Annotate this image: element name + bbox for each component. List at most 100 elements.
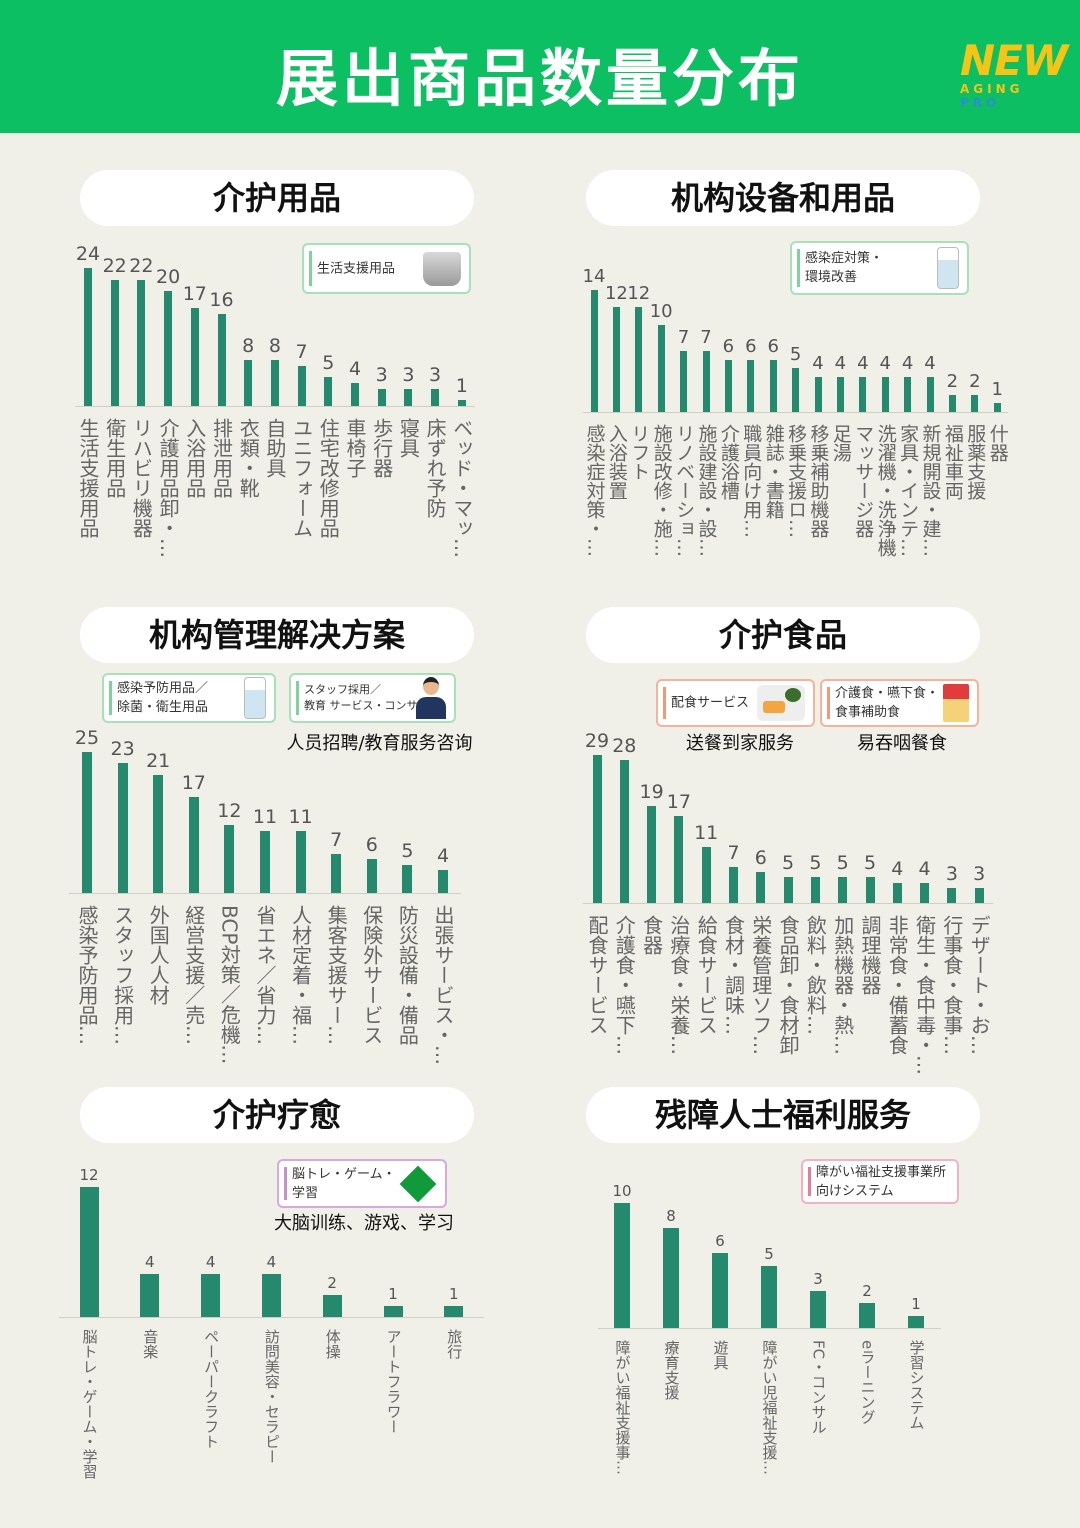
value-label: 2 — [327, 1274, 337, 1293]
category-label: 入浴用品 — [182, 418, 207, 498]
value-label: 17 — [666, 791, 691, 814]
value-label: 7 — [330, 828, 343, 851]
category-label: 介護浴槽 — [717, 424, 740, 500]
logo: NEW AGING PRO — [960, 36, 1070, 111]
value-label: 11 — [252, 805, 278, 828]
section-title-disability-services: 残障人士福利服务 — [586, 1087, 980, 1143]
category-label: 食材・調味… — [721, 915, 746, 1035]
category-label: デザート・お… — [967, 915, 992, 1055]
value-label: 6 — [754, 847, 767, 870]
bar — [137, 279, 146, 406]
category-label: 家具・インテ… — [897, 424, 920, 557]
category-label: 新規開設・建… — [919, 424, 942, 557]
bar — [859, 1303, 875, 1328]
chart-baseline — [583, 903, 993, 904]
card-caption: 送餐到家服务 — [686, 733, 794, 754]
bar — [270, 360, 279, 406]
card-accent — [109, 681, 112, 715]
bar — [190, 308, 199, 406]
category-label: 服薬支援 — [964, 424, 987, 500]
category-label: 経営支援／売… — [181, 905, 206, 1045]
value-label: 4 — [205, 1252, 216, 1271]
category-label: 施設建設・設… — [695, 424, 718, 557]
category-label: 学習システム — [907, 1340, 926, 1430]
bar — [724, 359, 732, 412]
section-title-care-products: 介护用品 — [80, 170, 474, 226]
bar — [814, 377, 822, 412]
category-label: 感染予防用品… — [75, 905, 99, 1045]
value-label: 12 — [217, 800, 242, 823]
spray-bottle-icon — [244, 677, 266, 719]
value-label: 1 — [911, 1294, 921, 1313]
bar — [747, 359, 755, 412]
bar — [647, 806, 657, 903]
value-label: 6 — [767, 335, 779, 357]
category-label: マッサージ器 — [852, 424, 875, 538]
bar — [761, 1265, 777, 1328]
card-text: 生活支援用品 — [317, 261, 396, 276]
category-card-meal-delivery: 配食サービス — [656, 679, 815, 727]
value-label: 12 — [627, 283, 651, 305]
header-banner: 展出商品数量分布 NEW AGING PRO — [0, 0, 1080, 133]
bar — [444, 1306, 464, 1317]
category-label: 音楽 — [141, 1329, 160, 1359]
card-caption: 易吞咽餐食 — [857, 733, 947, 754]
category-label: 給食サービス — [694, 915, 719, 1035]
logo-sub-a: AGING — [960, 82, 1024, 96]
value-label: 4 — [891, 857, 904, 880]
card-text: スタッフ採用／ 教育 サービス・コンサル — [304, 683, 429, 712]
meal-tray-icon — [757, 685, 805, 721]
value-label: 4 — [879, 353, 891, 375]
category-label: 調理機器 — [858, 915, 882, 995]
section-title-care-food: 介护食品 — [586, 607, 980, 663]
value-label: 5 — [863, 852, 877, 875]
category-label: リノベーショ… — [673, 424, 696, 557]
category-label: 足湯 — [829, 424, 852, 462]
category-label: 栄養管理ソフ… — [748, 915, 773, 1055]
value-label: 6 — [365, 834, 378, 857]
value-label: 3 — [945, 862, 958, 885]
bar — [993, 403, 1001, 412]
category-card-dysphagia-food: 介護食・嚥下食・ 食事補助食 — [820, 679, 979, 727]
category-label: 飲料・飲料… — [803, 915, 828, 1035]
value-label: 8 — [268, 335, 281, 357]
category-label: 防災設備・備品 — [395, 905, 420, 1045]
bar — [663, 1228, 679, 1328]
value-label: 7 — [677, 327, 690, 348]
bar — [297, 365, 306, 406]
bar — [79, 1187, 99, 1317]
bar — [947, 887, 957, 903]
category-label: 配食サービス — [585, 915, 609, 1035]
businessman-icon — [416, 677, 446, 719]
value-label: 4 — [812, 353, 824, 375]
section-title-management-solutions: 机构管理解决方案 — [80, 607, 474, 663]
bar — [457, 400, 466, 406]
value-label: 5 — [789, 344, 802, 366]
category-card-infection-prevention: 感染予防用品／ 除菌・衛生用品 — [102, 673, 276, 723]
category-label: 行事食・食事… — [939, 915, 964, 1055]
logo-main: NEW — [960, 36, 1068, 85]
category-label: リハビリ機器 — [129, 418, 154, 538]
category-label: 保険外サービス — [359, 905, 384, 1045]
value-label: 8 — [242, 335, 255, 357]
value-label: 4 — [834, 353, 847, 375]
bar — [657, 324, 665, 412]
category-label: 車椅子 — [343, 418, 367, 478]
category-label: 人材定着・福… — [288, 905, 313, 1045]
bar — [792, 368, 800, 412]
bar — [117, 763, 128, 893]
category-label: 移乗支援ロ… — [785, 424, 808, 538]
category-label: 寝具 — [396, 418, 421, 458]
category-label: 職員向け用… — [740, 424, 763, 538]
value-label: 29 — [584, 730, 610, 752]
bar — [164, 291, 173, 406]
value-label: 25 — [74, 727, 100, 749]
logo-sub: AGING PRO — [960, 82, 1070, 110]
bar — [217, 314, 226, 406]
value-label: 4 — [348, 358, 362, 380]
value-label: 3 — [429, 363, 442, 386]
category-label: 自助具 — [262, 418, 287, 478]
bar — [974, 887, 984, 903]
category-label: 床ずれ予防 — [423, 418, 448, 518]
bar — [712, 1253, 728, 1328]
